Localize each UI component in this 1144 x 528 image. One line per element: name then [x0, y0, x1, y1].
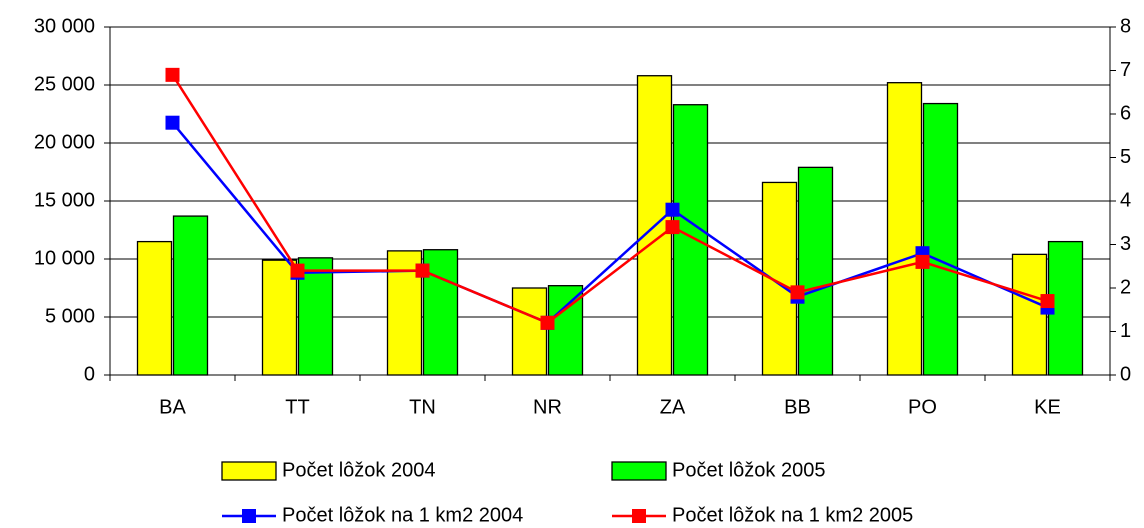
bar — [672, 104, 709, 376]
legend-label: Počet lôžok na 1 km2 2004 — [282, 504, 523, 526]
marker — [165, 115, 180, 130]
x-tick-label: BB — [784, 396, 811, 418]
x-tick-label: TN — [409, 396, 436, 418]
bar — [797, 166, 834, 376]
y-tick-label: 30 000 — [34, 15, 95, 37]
marker — [540, 315, 555, 330]
y-tick-label: 15 000 — [34, 189, 95, 211]
y-tick-label: 5 000 — [45, 305, 95, 327]
legend-swatch — [221, 461, 277, 481]
bar — [511, 287, 548, 376]
legend-label: Počet lôžok 2005 — [672, 459, 825, 481]
y2-tick-label: 8 — [1120, 15, 1131, 37]
legend-marker — [632, 509, 646, 523]
marker — [665, 220, 680, 235]
bar — [761, 181, 798, 376]
x-tick-label: PO — [908, 396, 937, 418]
legend-marker — [242, 509, 256, 523]
bar — [922, 102, 959, 376]
x-tick-label: KE — [1034, 396, 1061, 418]
y2-tick-label: 6 — [1120, 102, 1131, 124]
y-tick-label: 10 000 — [34, 247, 95, 269]
y2-tick-label: 2 — [1120, 276, 1131, 298]
y-tick-label: 20 000 — [34, 131, 95, 153]
marker — [790, 285, 805, 300]
legend-swatch — [611, 461, 667, 481]
marker — [415, 263, 430, 278]
marker — [290, 263, 305, 278]
marker — [165, 67, 180, 82]
y2-tick-label: 7 — [1120, 59, 1131, 81]
y2-tick-label: 3 — [1120, 233, 1131, 255]
y-tick-label: 0 — [84, 363, 95, 385]
legend-label: Počet lôžok 2004 — [282, 459, 435, 481]
marker — [1040, 294, 1055, 309]
y2-tick-label: 1 — [1120, 320, 1131, 342]
bar — [136, 240, 173, 376]
bar — [1011, 253, 1048, 376]
x-tick-label: TT — [285, 396, 309, 418]
bar — [886, 82, 923, 376]
y-tick-label: 25 000 — [34, 73, 95, 95]
y2-tick-label: 0 — [1120, 363, 1131, 385]
x-tick-label: BA — [159, 396, 186, 418]
y2-tick-label: 5 — [1120, 146, 1131, 168]
line — [171, 121, 1048, 325]
bar — [172, 215, 209, 376]
x-tick-label: ZA — [660, 396, 686, 418]
legend-label: Počet lôžok na 1 km2 2005 — [672, 504, 913, 526]
line — [171, 74, 1048, 325]
y2-tick-label: 4 — [1120, 189, 1131, 211]
marker — [915, 254, 930, 269]
marker — [665, 202, 680, 217]
x-tick-label: NR — [533, 396, 562, 418]
